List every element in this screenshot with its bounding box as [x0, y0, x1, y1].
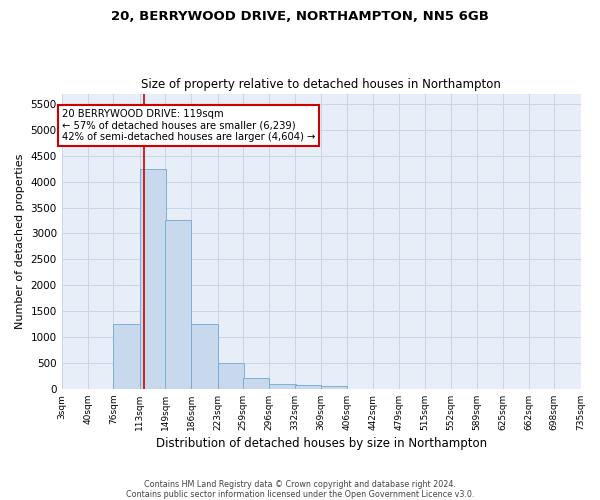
Bar: [243, 378, 269, 389]
Bar: [140, 168, 166, 389]
Text: Contains HM Land Registry data © Crown copyright and database right 2024.
Contai: Contains HM Land Registry data © Crown c…: [126, 480, 474, 499]
Bar: [165, 220, 191, 389]
Y-axis label: Number of detached properties: Number of detached properties: [15, 154, 25, 329]
Bar: [295, 385, 321, 389]
Bar: [321, 386, 347, 389]
Bar: [218, 363, 244, 389]
Bar: [191, 324, 218, 389]
Text: 20 BERRYWOOD DRIVE: 119sqm
← 57% of detached houses are smaller (6,239)
42% of s: 20 BERRYWOOD DRIVE: 119sqm ← 57% of deta…: [62, 109, 315, 142]
Text: 20, BERRYWOOD DRIVE, NORTHAMPTON, NN5 6GB: 20, BERRYWOOD DRIVE, NORTHAMPTON, NN5 6G…: [111, 10, 489, 23]
Bar: [269, 384, 296, 389]
Title: Size of property relative to detached houses in Northampton: Size of property relative to detached ho…: [141, 78, 501, 91]
Bar: [113, 324, 140, 389]
X-axis label: Distribution of detached houses by size in Northampton: Distribution of detached houses by size …: [155, 437, 487, 450]
